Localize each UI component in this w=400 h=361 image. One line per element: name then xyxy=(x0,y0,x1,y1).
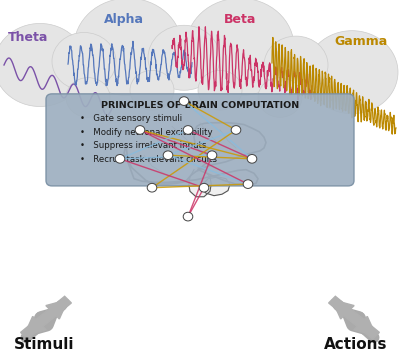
Circle shape xyxy=(52,32,116,90)
Polygon shape xyxy=(332,300,354,319)
Text: Alpha: Alpha xyxy=(104,13,144,26)
Circle shape xyxy=(247,155,257,163)
Circle shape xyxy=(258,78,302,117)
Text: Gamma: Gamma xyxy=(335,35,388,48)
Polygon shape xyxy=(329,296,364,326)
Circle shape xyxy=(66,78,110,117)
FancyBboxPatch shape xyxy=(46,94,354,186)
Circle shape xyxy=(163,151,173,160)
Polygon shape xyxy=(124,123,266,185)
Circle shape xyxy=(74,0,182,96)
Text: Theta: Theta xyxy=(8,31,48,44)
Polygon shape xyxy=(21,309,56,339)
Circle shape xyxy=(115,155,125,163)
Text: Stimuli: Stimuli xyxy=(14,337,74,352)
Text: PRINCIPLES OF BRAIN COMPUTATION: PRINCIPLES OF BRAIN COMPUTATION xyxy=(101,101,299,110)
Circle shape xyxy=(243,180,253,188)
Text: •   Gate sensory stimuli: • Gate sensory stimuli xyxy=(80,114,182,123)
Circle shape xyxy=(183,212,193,221)
Polygon shape xyxy=(36,296,71,326)
Circle shape xyxy=(183,126,193,134)
Circle shape xyxy=(207,151,217,160)
Circle shape xyxy=(306,31,398,114)
Text: •   Modify neuronal excitability: • Modify neuronal excitability xyxy=(80,128,213,136)
Text: Actions: Actions xyxy=(324,337,388,352)
Circle shape xyxy=(135,126,145,134)
Polygon shape xyxy=(354,317,376,336)
Circle shape xyxy=(179,97,189,105)
Circle shape xyxy=(231,126,241,134)
Circle shape xyxy=(186,0,294,96)
Polygon shape xyxy=(344,309,379,339)
Circle shape xyxy=(0,23,86,106)
Polygon shape xyxy=(200,177,230,196)
Circle shape xyxy=(148,25,220,90)
Circle shape xyxy=(264,36,328,94)
Text: •   Recruit task-relevant circuits: • Recruit task-relevant circuits xyxy=(80,155,217,164)
Text: •   Suppress irrelevant inputs: • Suppress irrelevant inputs xyxy=(80,142,206,150)
Circle shape xyxy=(130,70,174,110)
Circle shape xyxy=(147,183,157,192)
Polygon shape xyxy=(46,300,68,319)
Circle shape xyxy=(198,70,242,110)
Text: Beta: Beta xyxy=(224,13,256,26)
Polygon shape xyxy=(24,317,46,336)
Circle shape xyxy=(199,183,209,192)
Polygon shape xyxy=(189,168,211,197)
